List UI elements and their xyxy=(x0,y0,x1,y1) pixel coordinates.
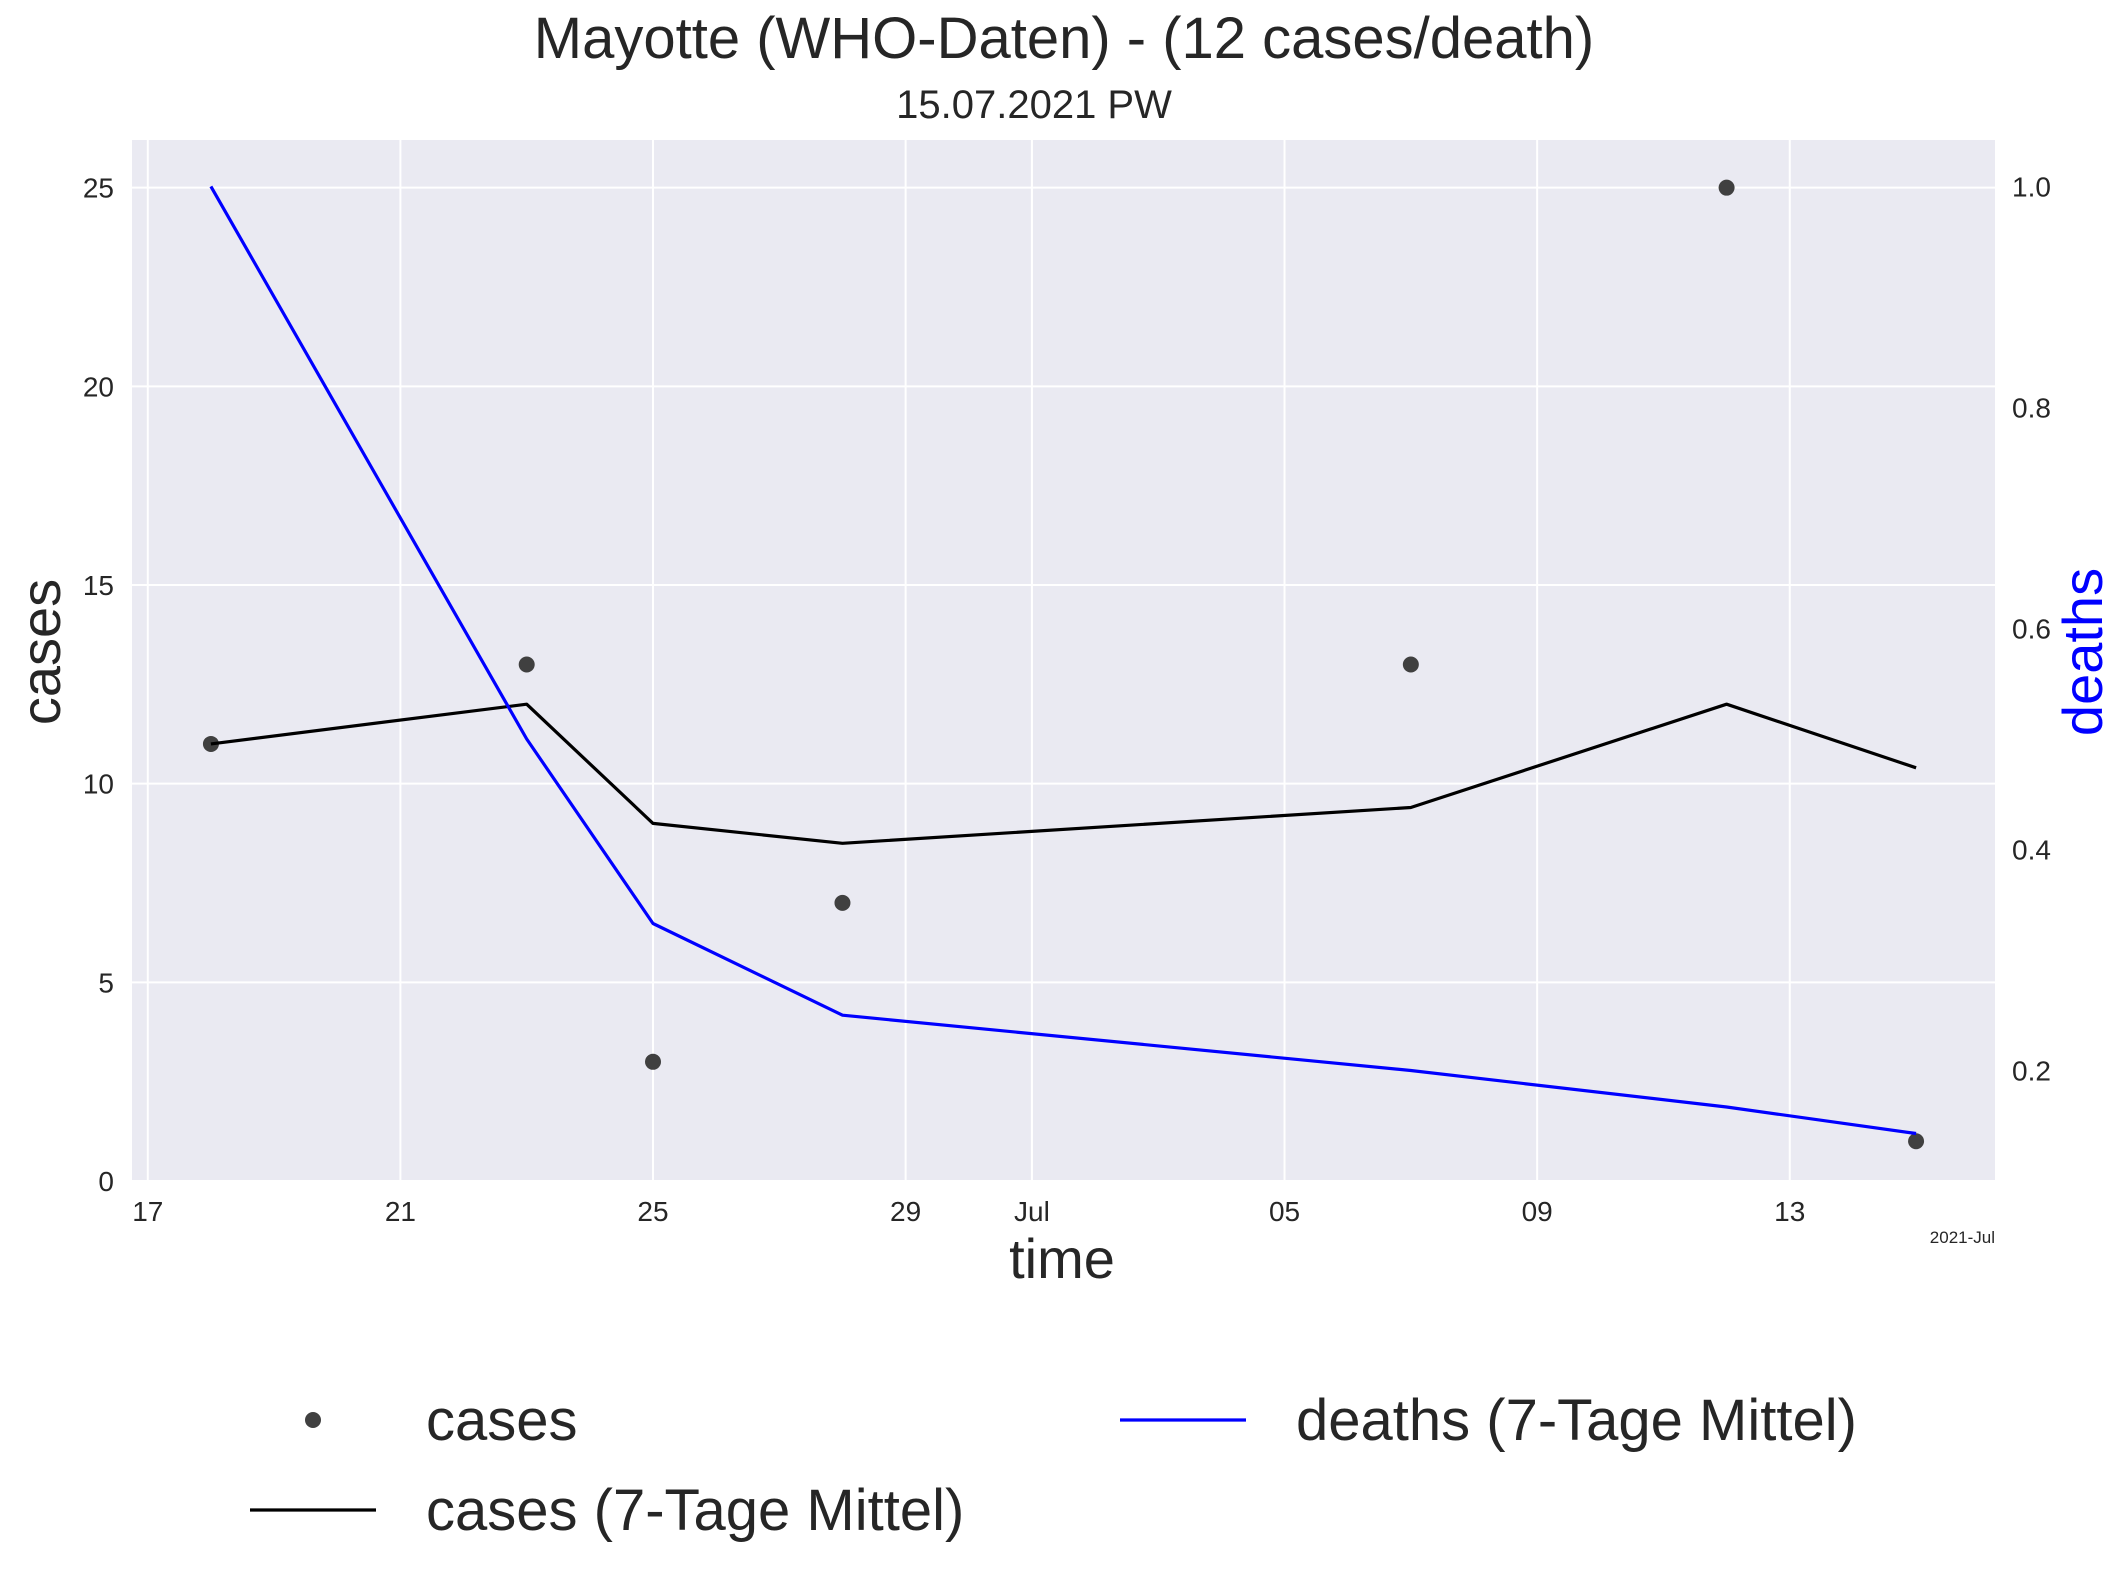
x-tick-label: 29 xyxy=(890,1196,921,1227)
y-tick-label-left: 25 xyxy=(83,173,114,204)
legend: cases cases (7-Tage Mittel) deaths (7-Tage… xyxy=(250,1388,1857,1543)
y-tick-label-right: 0.6 xyxy=(2012,613,2051,644)
legend-label: deaths (7-Tage Mittel) xyxy=(1296,1388,1857,1453)
x-tick-label: 17 xyxy=(132,1196,163,1227)
x-axis-offset-label: 2021-Jul xyxy=(1930,1228,1995,1247)
cases-avg-line xyxy=(210,702,1917,845)
legend-label: cases (7-Tage Mittel) xyxy=(426,1478,964,1543)
x-tick-label: Jul xyxy=(1014,1196,1050,1227)
legend-label: cases xyxy=(426,1388,578,1453)
y-tick-label-left: 10 xyxy=(83,769,114,800)
cases-point xyxy=(645,1053,662,1070)
y-axis-label-left: cases xyxy=(9,579,72,725)
x-tick-label: 21 xyxy=(385,1196,416,1227)
x-tick-label: 25 xyxy=(637,1196,668,1227)
y-tick-label-right: 0.4 xyxy=(2012,834,2051,865)
cases-point xyxy=(1402,656,1419,673)
y-tick-label-right: 0.8 xyxy=(2012,392,2051,423)
cases-point xyxy=(1908,1133,1925,1150)
y-tick-label-left: 5 xyxy=(98,967,114,998)
y-tick-label-left: 20 xyxy=(83,371,114,402)
y-tick-label-left: 0 xyxy=(98,1166,114,1197)
y-tick-label-right: 1.0 xyxy=(2012,171,2051,202)
legend-marker-cases xyxy=(305,1412,321,1428)
cases-point xyxy=(518,656,535,673)
chart-title: Mayotte (WHO-Daten) - (12 cases/death) xyxy=(534,6,1594,71)
y-tick-label-left: 15 xyxy=(83,570,114,601)
cases-point xyxy=(834,894,851,911)
deaths-avg-line xyxy=(209,185,1917,1136)
chart-subtitle: 15.07.2021 PW xyxy=(896,83,1172,127)
x-tick-label: 05 xyxy=(1269,1196,1300,1227)
y-tick-label-right: 0.2 xyxy=(2012,1055,2051,1086)
x-tick-label: 09 xyxy=(1522,1196,1553,1227)
plot-background xyxy=(132,140,1995,1181)
cases-point xyxy=(1718,179,1735,196)
x-axis-label: time xyxy=(1009,1227,1115,1290)
x-tick-label: 13 xyxy=(1774,1196,1805,1227)
y-axis-label-right: deaths xyxy=(2051,568,2114,736)
